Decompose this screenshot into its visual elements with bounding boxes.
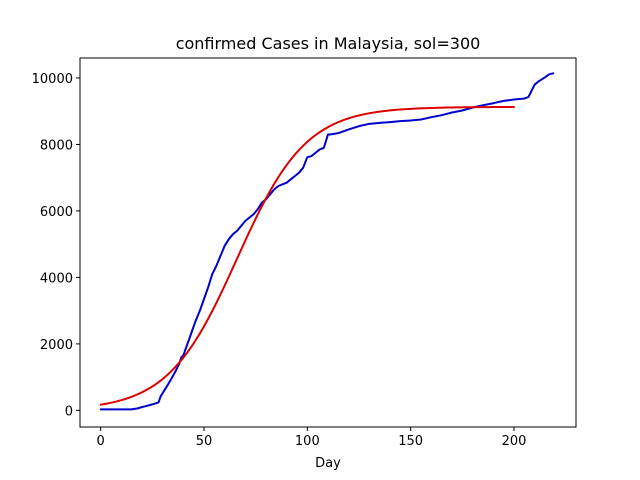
x-tick-label: 100 [295, 434, 320, 449]
x-tick-label: 200 [502, 434, 527, 449]
plot-frame [79, 57, 577, 428]
x-tick-label: 150 [398, 434, 423, 449]
plot-content [99, 72, 555, 411]
series-line-1 [99, 72, 555, 411]
x-tick-label: 50 [196, 434, 213, 449]
chart-title: confirmed Cases in Malaysia, sol=300 [176, 34, 481, 53]
y-tick-label: 2000 [40, 338, 73, 353]
series-line-2 [99, 105, 515, 406]
y-tick-label: 10000 [32, 72, 73, 87]
y-tick-label: 0 [65, 404, 73, 419]
y-tick-label: 4000 [40, 271, 73, 286]
y-tick-label: 8000 [40, 138, 73, 153]
x-axis-label: Day [315, 456, 341, 471]
y-axis: 0 2000 4000 6000 8000 10000 [32, 72, 80, 419]
x-axis: 0 50 100 150 200 [97, 427, 527, 449]
y-tick-label: 6000 [40, 205, 73, 220]
x-tick-label: 0 [97, 434, 105, 449]
